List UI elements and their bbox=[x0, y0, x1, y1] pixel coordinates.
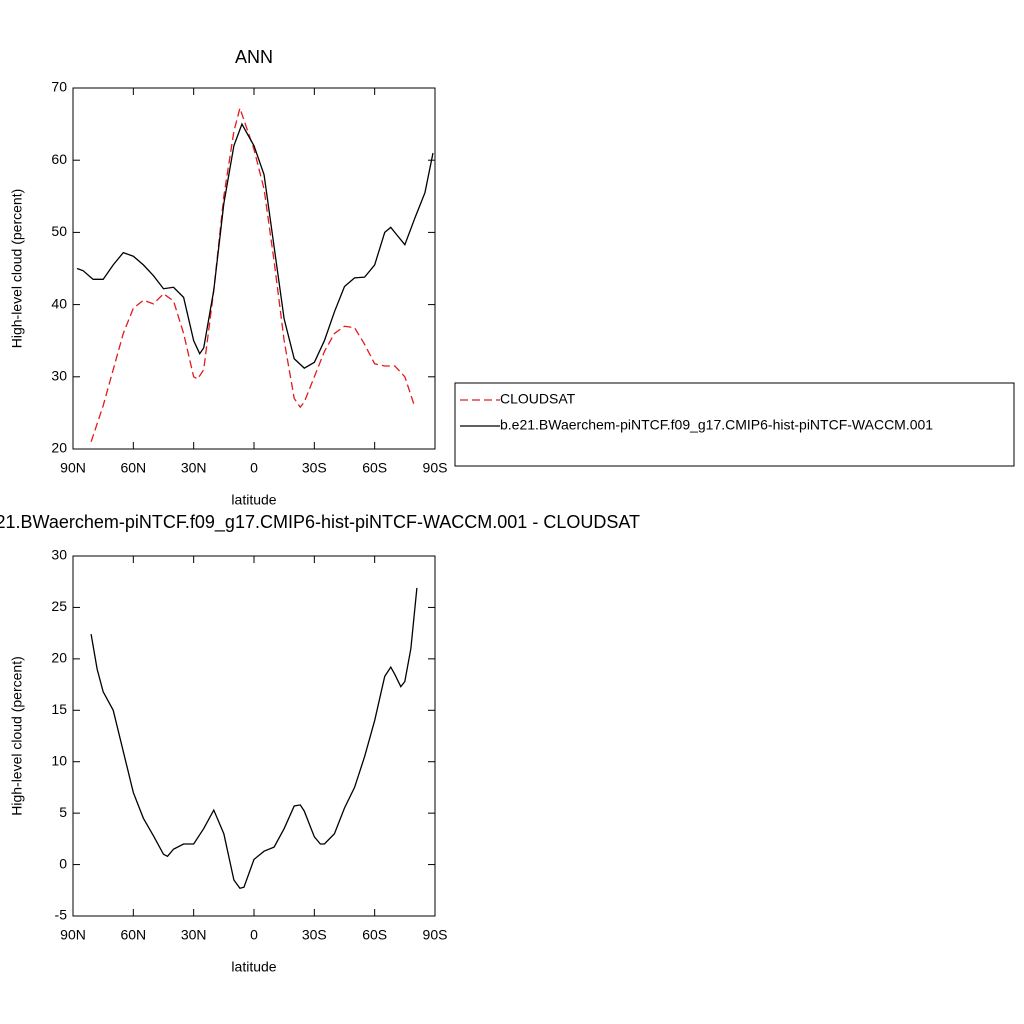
chart-title: ANN bbox=[235, 47, 273, 67]
x-tick-label: 90N bbox=[60, 460, 86, 476]
y-tick-label: 25 bbox=[51, 598, 67, 614]
y-tick-label: 15 bbox=[51, 701, 67, 717]
x-axis-label: latitude bbox=[231, 492, 276, 508]
plot-frame bbox=[72, 555, 436, 917]
y-axis-label: High-level cloud (percent) bbox=[9, 189, 25, 349]
x-tick-label: 60S bbox=[362, 460, 387, 476]
y-tick-label: 30 bbox=[51, 547, 67, 563]
x-tick-label: 60S bbox=[362, 927, 387, 943]
x-tick-label: 0 bbox=[250, 927, 258, 943]
x-tick-label: 90N bbox=[60, 927, 86, 943]
y-tick-label: 40 bbox=[51, 295, 67, 311]
legend-label: b.e21.BWaerchem-piNTCF.f09_g17.CMIP6-his… bbox=[500, 417, 933, 433]
y-tick-label: 10 bbox=[51, 752, 67, 768]
legend-box bbox=[454, 382, 1015, 467]
x-tick-label: 0 bbox=[250, 460, 258, 476]
x-axis-label: latitude bbox=[231, 959, 276, 975]
y-tick-label: -5 bbox=[55, 907, 68, 923]
y-tick-label: 50 bbox=[51, 223, 67, 239]
x-tick-label: 30S bbox=[302, 927, 327, 943]
y-tick-label: 20 bbox=[51, 440, 67, 456]
x-tick-label: 30N bbox=[181, 460, 207, 476]
legend-label: CLOUDSAT bbox=[500, 391, 576, 407]
y-tick-label: 70 bbox=[51, 79, 67, 95]
y-tick-label: 60 bbox=[51, 151, 67, 167]
x-tick-label: 90S bbox=[423, 460, 448, 476]
y-tick-label: 20 bbox=[51, 650, 67, 666]
line-series bbox=[90, 587, 418, 889]
x-tick-label: 60N bbox=[120, 460, 146, 476]
x-tick-label: 60N bbox=[120, 927, 146, 943]
chart-title: b.e21.BWaerchem-piNTCF.f09_g17.CMIP6-his… bbox=[0, 512, 640, 533]
y-tick-label: 5 bbox=[59, 804, 67, 820]
line-series bbox=[90, 105, 416, 442]
plot-frame bbox=[72, 87, 436, 450]
x-tick-label: 30S bbox=[302, 460, 327, 476]
line-series bbox=[76, 122, 434, 369]
y-tick-label: 0 bbox=[59, 855, 67, 871]
y-tick-label: 30 bbox=[51, 368, 67, 384]
x-tick-label: 90S bbox=[423, 927, 448, 943]
x-tick-label: 30N bbox=[181, 927, 207, 943]
y-axis-label: High-level cloud (percent) bbox=[9, 656, 25, 816]
